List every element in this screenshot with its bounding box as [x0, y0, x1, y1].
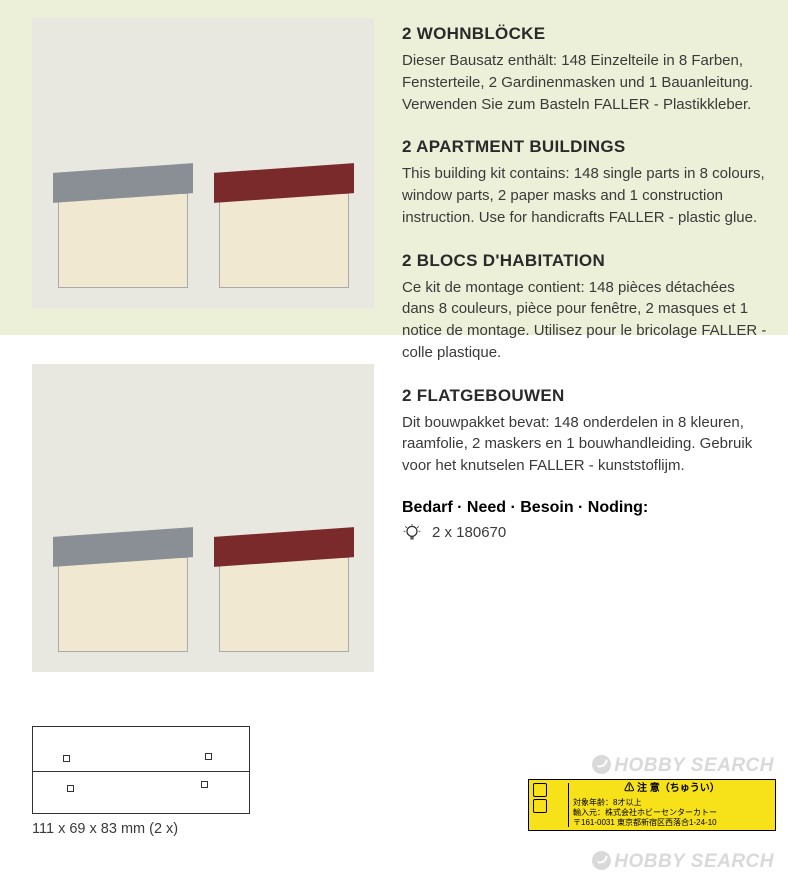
section-title: 2 FLATGEBOUWEN [402, 386, 768, 406]
need-label: Bedarf · Need · Besoin · Noding: [402, 499, 768, 517]
watermark: HOBBY SEARCH [592, 851, 774, 873]
section-body: Dit bouwpakket bevat: 148 onderdelen in … [402, 412, 768, 477]
section-en: 2 APARTMENT BUILDINGS This building kit … [402, 137, 768, 228]
japan-label-line: 対象年齢：8才以上 [573, 798, 771, 808]
building-model-grey [48, 158, 198, 288]
japan-label-line: 〒161-0031 東京都新宿区西落合1-24-10 [573, 818, 771, 828]
dimension-label: 111 x 69 x 83 mm (2 x) [32, 821, 252, 837]
main-content: 2 WOHNBLÖCKE Dieser Bausatz enthält: 148… [0, 0, 788, 672]
building-model-grey [48, 522, 198, 652]
section-body: Dieser Bausatz enthält: 148 Einzelteile … [402, 50, 768, 115]
product-image-top [32, 18, 374, 308]
japan-label-line: 輸入元：株式会社ホビーセンターカトー [573, 808, 771, 818]
section-fr: 2 BLOCS D'HABITATION Ce kit de montage c… [402, 251, 768, 364]
left-column [32, 18, 374, 672]
need-section: Bedarf · Need · Besoin · Noding: 2 x 180… [402, 499, 768, 543]
watermark-icon [592, 851, 611, 870]
watermark: HOBBY SEARCH [592, 755, 774, 777]
section-title: 2 APARTMENT BUILDINGS [402, 137, 768, 157]
right-column: 2 WOHNBLÖCKE Dieser Bausatz enthält: 148… [374, 18, 768, 672]
japan-warning-label: ⚠ 注 意（ちゅうい） 対象年齢：8才以上 輸入元：株式会社ホビーセンターカトー… [528, 779, 776, 831]
bulb-icon [402, 523, 422, 543]
watermark-icon [592, 755, 611, 774]
warning-pictogram [533, 783, 547, 797]
section-nl: 2 FLATGEBOUWEN Dit bouwpakket bevat: 148… [402, 386, 768, 477]
building-model-red [209, 522, 359, 652]
dimension-diagram: 111 x 69 x 83 mm (2 x) [32, 726, 252, 837]
section-title: 2 BLOCS D'HABITATION [402, 251, 768, 271]
section-title: 2 WOHNBLÖCKE [402, 24, 768, 44]
section-de: 2 WOHNBLÖCKE Dieser Bausatz enthält: 148… [402, 24, 768, 115]
warning-pictogram [533, 799, 547, 813]
product-image-bottom [32, 364, 374, 672]
building-model-red [209, 158, 359, 288]
section-body: This building kit contains: 148 single p… [402, 163, 768, 228]
section-body: Ce kit de montage contient: 148 pièces d… [402, 277, 768, 364]
need-value: 2 x 180670 [432, 524, 506, 541]
japan-label-title: ⚠ 注 意（ちゅうい） [573, 783, 771, 798]
